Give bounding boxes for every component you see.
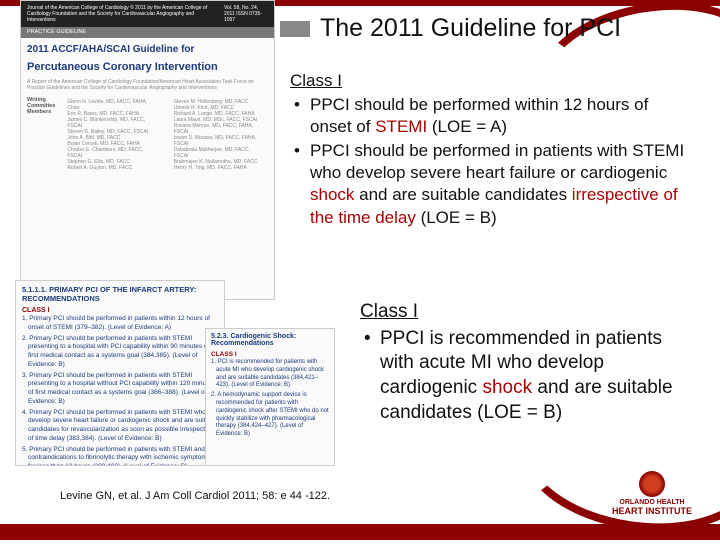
thumb3-item: 2. A hemodynamic support device is recom… [206, 391, 334, 440]
logo-line2: HEART INSTITUTE [612, 506, 692, 516]
logo: ORLANDO HEALTH HEART INSTITUTE [612, 471, 692, 516]
content1-bullet: PPCI should be performed within 12 hours… [290, 94, 690, 138]
thumb1-label: Writing Committee Members [27, 97, 55, 173]
thumb1-bar: PRACTICE GUIDELINE [21, 27, 274, 38]
slide-title: The 2011 Guideline for PCI [280, 14, 690, 43]
thumb1-hdr-right: Vol. 58, No. 24, 2011 ISSN 0735-1097 [224, 5, 268, 23]
content-block-1: Class I PPCI should be performed within … [290, 70, 690, 231]
title-text: The 2011 Guideline for PCI [320, 14, 621, 42]
thumb3-item: 1. PCI is recommended for patients with … [206, 358, 334, 391]
content1-heading: Class I [290, 70, 690, 92]
logo-icon [639, 471, 665, 497]
thumb3-section: 5.2.3. Cardiogenic Shock: Recommendation… [206, 329, 334, 351]
emphasis: shock [482, 377, 532, 398]
thumb1-subtitle: Percutaneous Coronary Intervention [21, 61, 274, 77]
thumb1-header: Journal of the American College of Cardi… [21, 1, 274, 27]
thumb2-item: 4. Primary PCI should be performed in pa… [16, 408, 224, 445]
emphasis: shock [310, 185, 354, 204]
text: (LOE = B) [416, 208, 497, 227]
thumb2-item: 5. Primary PCI should be performed in pa… [16, 445, 224, 466]
text: PPCI should be performed in patients wit… [310, 141, 684, 182]
thumb1-hdr-left: Journal of the American College of Cardi… [27, 5, 224, 23]
recommendations-thumb-1: 5.1.1.1. PRIMARY PCI OF THE INFARCT ARTE… [15, 280, 225, 466]
emphasis: STEMI [375, 117, 427, 136]
thumb1-title: 2011 ACCF/AHA/SCAI Guideline for [21, 38, 274, 61]
text: (LOE = A) [427, 117, 507, 136]
bottom-border [0, 524, 720, 540]
text: and are suitable candidates [354, 185, 571, 204]
thumb2-item: 3. Primary PCI should be performed in pa… [16, 371, 224, 408]
logo-line1: ORLANDO HEALTH [612, 499, 692, 506]
title-marker [280, 21, 310, 37]
thumb1-names2: Steven M. Hollenberg, MD, FACC Umesh N. … [168, 97, 268, 173]
recommendations-thumb-2: 5.2.3. Cardiogenic Shock: Recommendation… [205, 328, 335, 466]
thumb1-names1: Glenn N. Levine, MD, FACC, FAHA, Chair E… [61, 97, 161, 173]
thumb2-section: 5.1.1.1. PRIMARY PCI OF THE INFARCT ARTE… [16, 281, 224, 307]
guideline-cover-thumb: Journal of the American College of Cardi… [20, 0, 275, 300]
thumb2-item: 2. Primary PCI should be performed in pa… [16, 334, 224, 371]
thumb3-class: CLASS I [206, 351, 334, 358]
thumb2-class: CLASS I [16, 307, 224, 314]
thumb2-item: 1. Primary PCI should be performed in pa… [16, 314, 224, 334]
citation: Levine GN, et al. J Am Coll Cardiol 2011… [60, 490, 330, 502]
thumb1-desc: A Report of the American College of Card… [21, 77, 274, 93]
content1-bullet: PPCI should be performed in patients wit… [290, 140, 690, 228]
content2-heading: Class I [360, 300, 690, 325]
